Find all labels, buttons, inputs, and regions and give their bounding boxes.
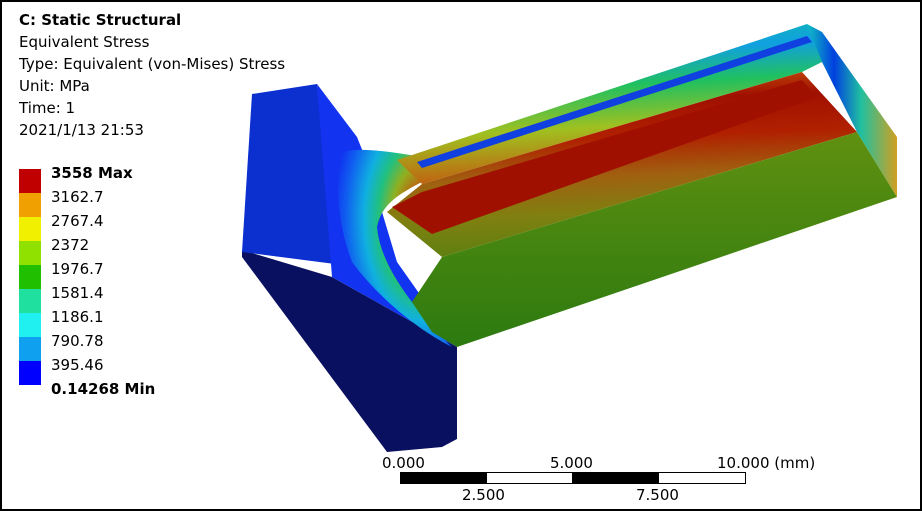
legend-label: 3162.7 [51,188,104,206]
scale-segment-1 [400,472,488,484]
result-type: Type: Equivalent (von-Mises) Stress [19,55,286,73]
legend-swatch-4 [19,265,41,289]
scale-segment-2 [486,472,574,484]
scale-bar: 0.000 5.000 10.000 (mm) 2.500 7.500 [382,454,822,504]
result-unit: Unit: MPa [19,77,90,95]
result-name: Equivalent Stress [19,33,150,51]
legend-label: 2372 [51,236,90,254]
legend-swatch-8 [19,361,41,385]
legend-swatch-5 [19,289,41,313]
base-block-top [242,84,335,264]
scale-label-7-5: 7.500 [636,486,679,504]
legend-swatch-3 [19,241,41,265]
max-stress-zone [392,80,817,234]
legend-label: 790.78 [51,332,104,350]
scale-segment-4 [658,472,746,484]
legend-swatch-1 [19,193,41,217]
result-timestamp: 2021/1/13 21:53 [19,121,144,139]
legend-label: 395.46 [51,356,104,374]
scale-label-5: 5.000 [550,454,593,472]
beam-end-face [807,24,897,197]
legend-label: 1976.7 [51,260,104,278]
legend-swatch-2 [19,217,41,241]
scale-segment-3 [572,472,660,484]
legend-label: 1186.1 [51,308,104,326]
legend-swatch-0 [19,169,41,193]
analysis-title: C: Static Structural [19,11,182,29]
legend-label-min: 0.14268 Min [51,380,156,398]
legend-label-max: 3558 Max [51,164,133,182]
scale-label-2-5: 2.500 [462,486,505,504]
scale-label-10: 10.000 (mm) [717,454,816,472]
scale-label-0: 0.000 [382,454,425,472]
legend-swatch-7 [19,337,41,361]
base-block-side [242,250,457,452]
legend-swatch-6 [19,313,41,337]
result-time: Time: 1 [19,99,76,117]
result-info: C: Static Structural Equivalent Stress T… [19,9,285,141]
base-block-face [317,84,457,347]
fillet-region [338,149,452,347]
legend-label: 1581.4 [51,284,104,302]
beam-front-face [412,132,897,347]
low-stress-stripe [417,36,812,168]
legend-label: 2767.4 [51,212,104,230]
